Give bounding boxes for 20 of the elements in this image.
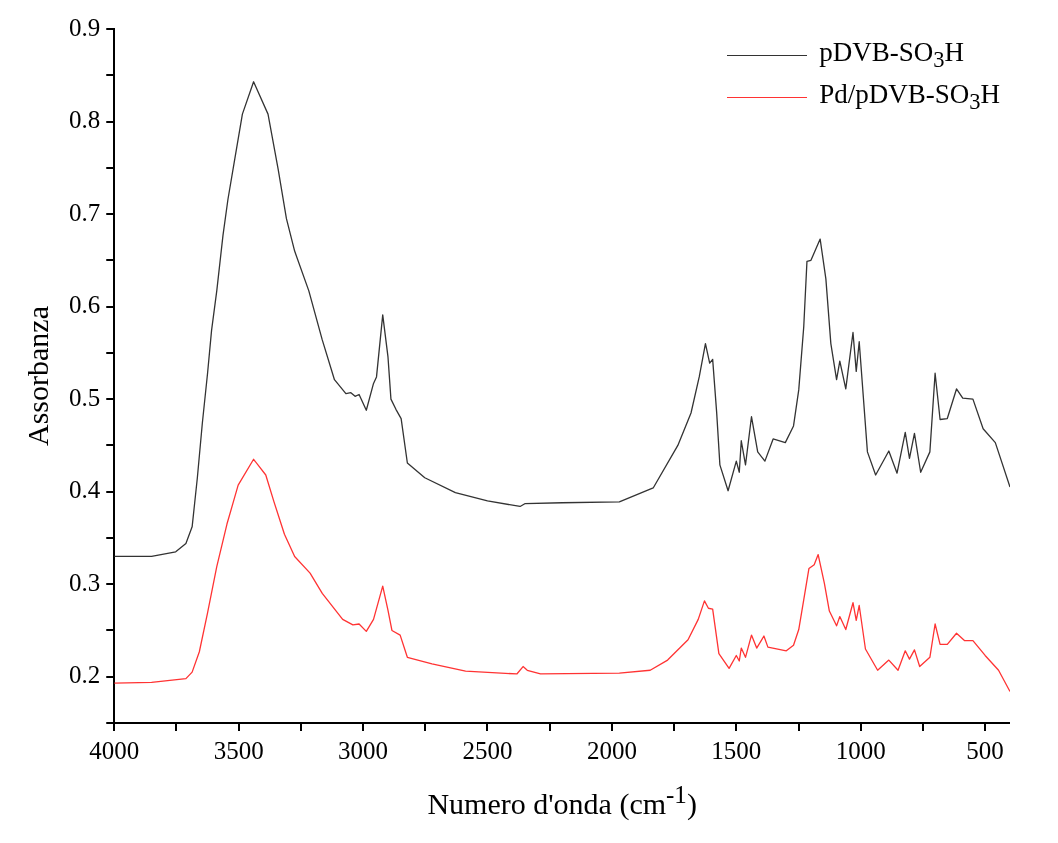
x-tick-label: 4000	[89, 736, 140, 764]
x-tick-label: 2500	[462, 736, 513, 764]
x-tick-label: 500	[966, 736, 1004, 764]
legend-label: Pd/pDVB-SO$_{3}$H	[819, 79, 1000, 116]
y-tick-label: 0.4	[69, 476, 101, 504]
y-tick-label: 0.9	[69, 13, 101, 41]
y-tick-label: 0.8	[69, 106, 101, 134]
x-tick-label: 3500	[213, 736, 264, 764]
x-tick-label: 2000	[586, 736, 637, 764]
y-axis-title: Assorbanza	[21, 306, 55, 446]
x-tick-label: 3000	[338, 736, 389, 764]
y-tick-label: 0.7	[69, 198, 101, 226]
y-tick-label: 0.2	[69, 661, 101, 689]
x-tick-label: 1500	[711, 736, 762, 764]
y-tick-label: 0.5	[69, 383, 101, 411]
x-tick-label: 1000	[835, 736, 886, 764]
y-tick-label: 0.3	[69, 568, 101, 596]
legend-label: pDVB-SO$_{3}$H	[819, 37, 964, 74]
y-tick-label: 0.6	[69, 291, 101, 319]
x-axis-title: Numero d'onda (cm$^{-1}$)	[427, 781, 697, 821]
